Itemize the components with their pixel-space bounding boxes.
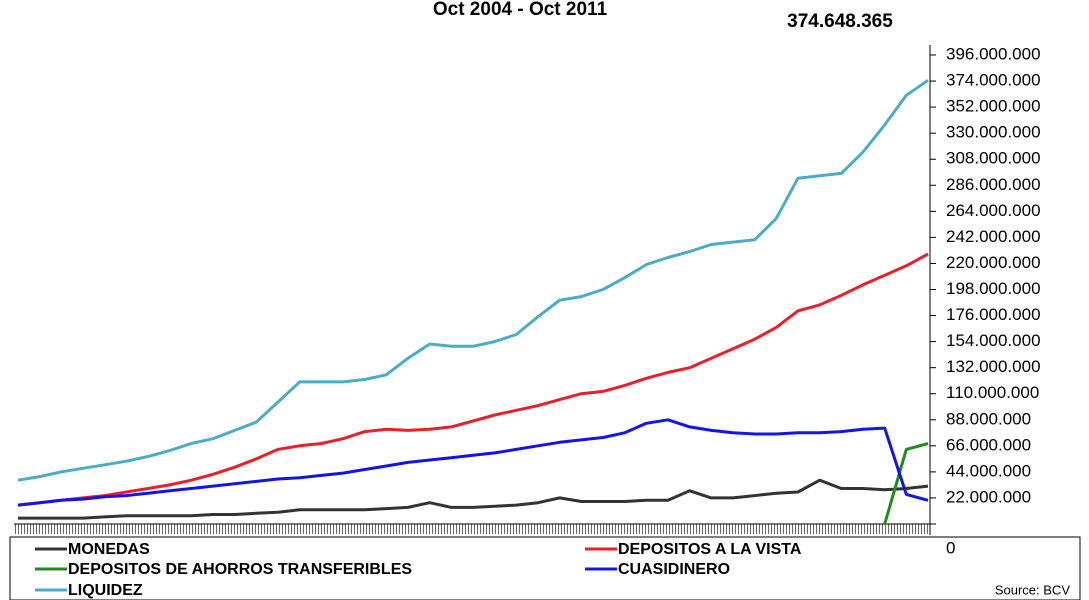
y-tick-label: 308.000.000 <box>946 149 1041 168</box>
annotation: 374.648.365 <box>787 11 893 32</box>
legend-label: MONEDAS <box>68 541 150 558</box>
y-tick-label: 88.000.000 <box>946 409 1031 428</box>
y-tick-label: 396.000.000 <box>946 44 1041 63</box>
y-tick-label: 198.000.000 <box>946 279 1041 298</box>
y-tick-label: 176.000.000 <box>946 305 1041 324</box>
y-tick-label: 154.000.000 <box>946 331 1041 350</box>
y-tick-label: 286.000.000 <box>946 175 1041 194</box>
legend-label: CUASIDINERO <box>618 561 730 578</box>
y-tick-label: 352.000.000 <box>946 97 1041 116</box>
y-tick-label: 66.000.000 <box>946 435 1031 454</box>
y-tick-label: 132.000.000 <box>946 357 1041 376</box>
y-tick-label: 374.000.000 <box>946 71 1041 90</box>
series-line <box>17 418 929 507</box>
series-line <box>18 478 929 520</box>
legend-label: DEPOSITOS A LA VISTA <box>618 541 802 558</box>
series-line <box>17 79 929 482</box>
y-tick-label: 220.000.000 <box>946 253 1041 272</box>
y-tick-label: 264.000.000 <box>946 201 1041 220</box>
y-tick-label: 0 <box>946 538 955 557</box>
series-line <box>883 442 929 525</box>
legend-label: DEPOSITOS DE AHORROS TRANSFERIBLES <box>68 561 412 578</box>
legend-box <box>9 536 1081 600</box>
series-line <box>17 252 929 507</box>
chart-title: Oct 2004 - Oct 2011 <box>433 0 608 20</box>
source: Source: BCV <box>995 582 1070 597</box>
y-tick-label: 242.000.000 <box>946 227 1041 246</box>
legend-label: LIQUIDEZ <box>68 582 143 599</box>
y-tick-label: 330.000.000 <box>946 123 1041 142</box>
y-tick-label: 110.000.000 <box>946 383 1039 402</box>
y-tick-label: 22.000.000 <box>946 487 1031 506</box>
y-tick-label: 44.000.000 <box>946 461 1031 480</box>
x-ticks <box>14 524 930 534</box>
